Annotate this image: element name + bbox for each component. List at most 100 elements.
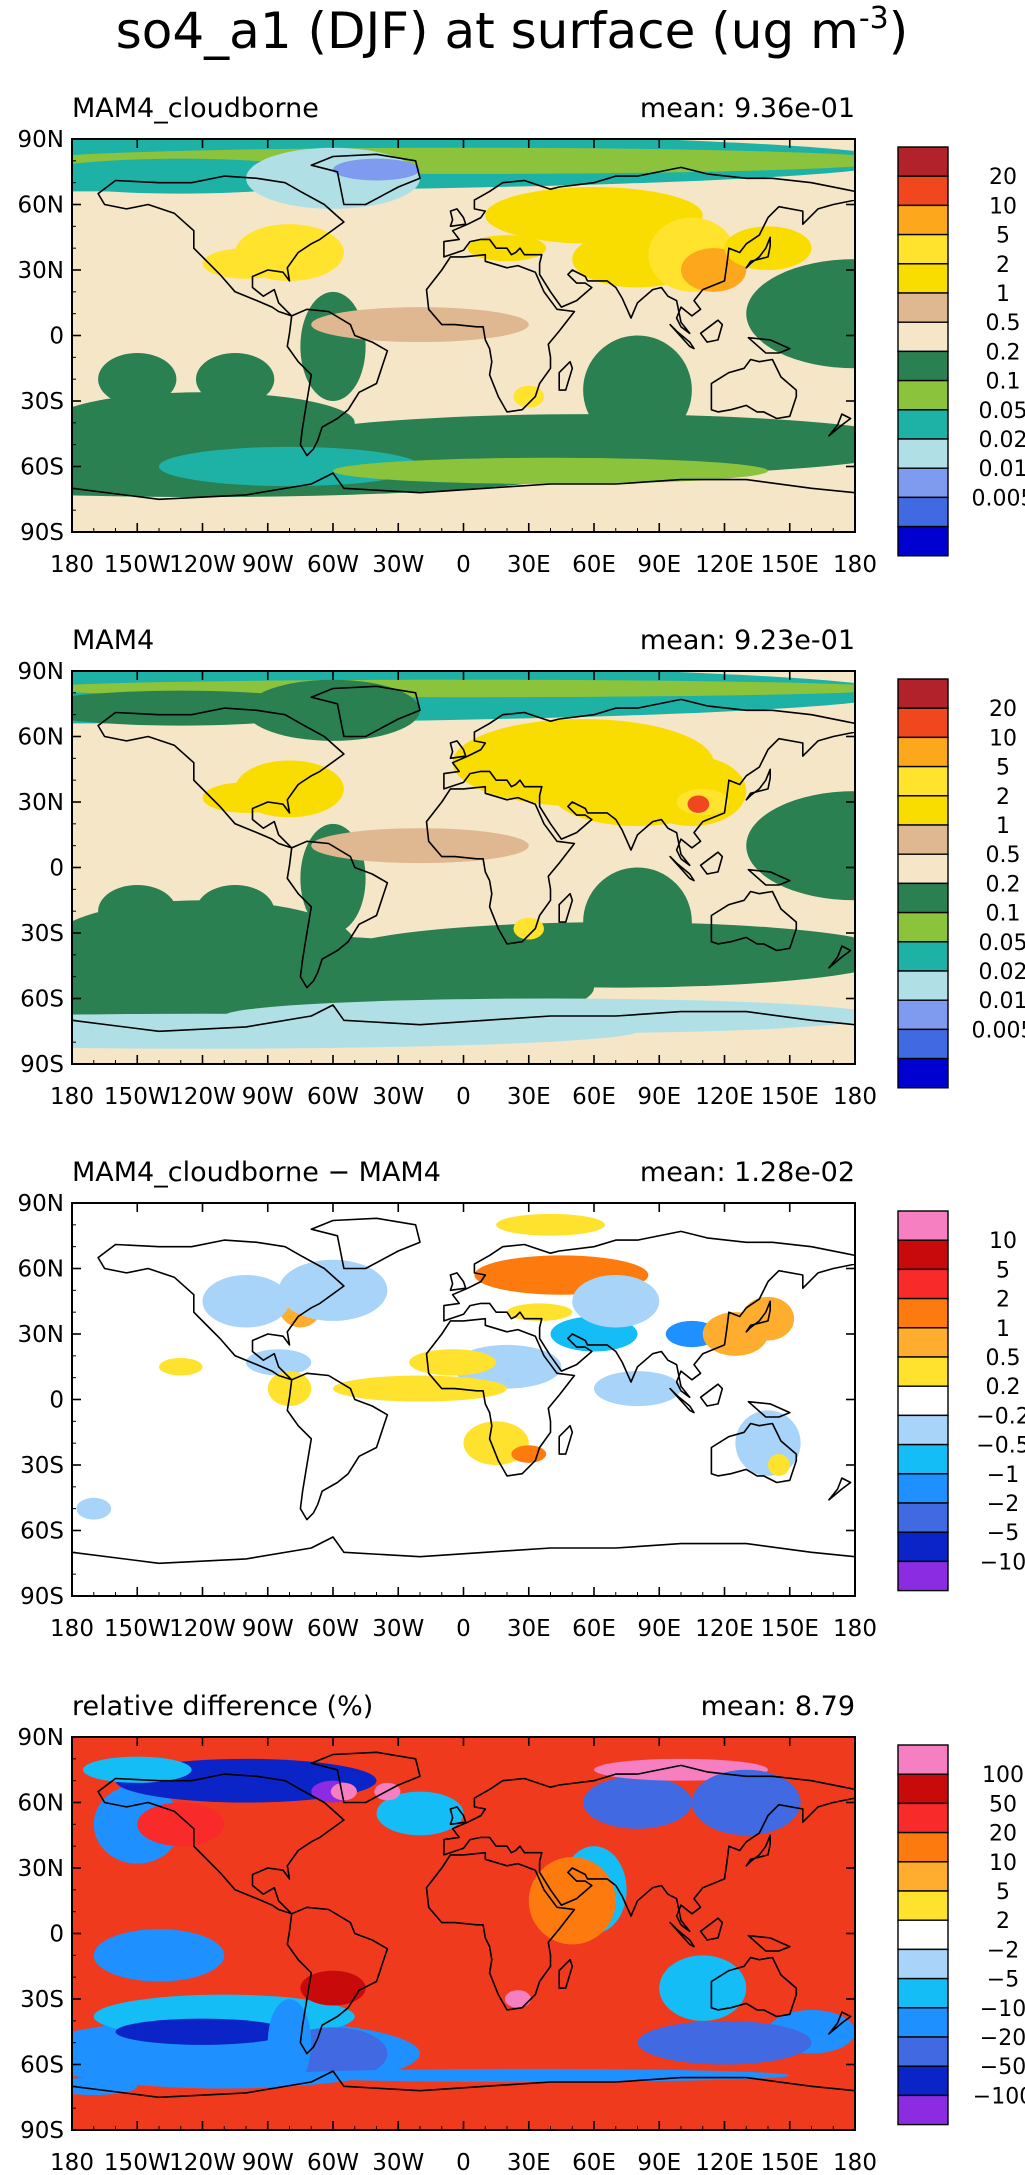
coastline	[747, 336, 791, 354]
contour-region	[409, 1349, 497, 1376]
panel-mean: mean: 8.79	[701, 1691, 855, 1722]
contour-region	[115, 2018, 290, 2045]
coastline	[669, 855, 695, 882]
x-tick-label: 150W	[104, 1084, 171, 1110]
y-tick-label: 30S	[20, 1987, 64, 2013]
x-tick-label: 120E	[695, 2150, 753, 2175]
x-tick-label: 90W	[242, 1616, 294, 1642]
colorbar-box	[897, 999, 949, 1031]
contour-region	[137, 1802, 225, 1847]
x-tick-label: 150W	[104, 1616, 171, 1642]
coastline	[72, 472, 855, 532]
contour-region	[496, 1213, 605, 1236]
coastline	[710, 1956, 798, 2018]
contour-region	[195, 352, 275, 406]
colorbar-box	[897, 2007, 949, 2038]
x-tick-label: 30E	[507, 552, 551, 578]
x-tick-label: 60E	[572, 552, 616, 578]
y-tick-label: 90N	[18, 659, 64, 685]
x-tick-label: 120E	[695, 1084, 753, 1110]
x-tick-label: 60W	[307, 2150, 359, 2175]
coastline	[710, 1422, 798, 1484]
colorbar-label: 0.02	[979, 428, 1025, 453]
colorbar-label: 10	[989, 194, 1017, 219]
x-tick-label: 30E	[507, 1616, 551, 1642]
coastline	[286, 308, 389, 457]
coastline	[425, 785, 576, 945]
coastline	[310, 1751, 421, 1804]
colorbar-box	[897, 1028, 949, 1060]
colorbar-label: −5	[987, 1968, 1019, 1993]
contour-region	[300, 1970, 366, 2006]
colorbar-box	[897, 795, 949, 826]
y-tick-label: 60N	[18, 1257, 64, 1283]
coastline	[449, 1272, 467, 1292]
y-tick-label: 60S	[20, 1519, 64, 1545]
coastline	[449, 740, 467, 760]
contour-region	[637, 2020, 812, 2065]
colorbar-label: 0.01	[979, 457, 1025, 482]
coastline	[310, 153, 421, 206]
contour-region	[311, 828, 529, 864]
contour-region	[681, 248, 747, 292]
contour-region	[267, 414, 855, 476]
coastline	[97, 1239, 345, 1381]
panel-title: MAM4	[72, 625, 154, 656]
contour-region	[202, 1275, 290, 1328]
colorbar-label: −10	[980, 1550, 1025, 1575]
colorbar-label: 5	[996, 756, 1010, 781]
x-tick-label: 0	[456, 1084, 471, 1110]
y-tick-label: 30S	[20, 1453, 64, 1479]
colorbar: 10 5 2 1 0.5 0.2 −0.2 −0.5 −1 −2 −5 −10	[897, 1210, 1025, 1592]
panel-mean: mean: 1.28e-02	[640, 1157, 855, 1188]
coastline	[558, 1958, 574, 1989]
coastline	[710, 890, 798, 952]
coastline	[558, 892, 574, 923]
colorbar-label: −1	[987, 1463, 1019, 1488]
colorbar-box	[897, 1297, 949, 1329]
colorbar-box	[897, 678, 949, 709]
x-tick-label: 60E	[572, 1616, 616, 1642]
colorbar-box	[897, 409, 949, 440]
colorbar-box	[897, 438, 949, 469]
contour-region	[278, 1259, 388, 1321]
coastlines	[72, 1751, 855, 2130]
y-tick-label: 0	[49, 856, 64, 882]
x-tick-label: 90W	[242, 1084, 294, 1110]
contour-region	[511, 1445, 547, 1463]
colorbar-box	[897, 1414, 949, 1446]
panel-mean: mean: 9.23e-01	[640, 625, 855, 656]
contour-region	[267, 1371, 312, 1407]
colorbar-label: 0.1	[986, 370, 1021, 395]
coastline	[310, 685, 421, 738]
coastlines	[72, 153, 855, 532]
colorbar-label: 0.2	[986, 872, 1021, 897]
colorbar-label: 2	[996, 253, 1010, 278]
x-tick-label: 180	[50, 1616, 94, 1642]
coastlines	[72, 685, 855, 1064]
colorbar-box	[897, 911, 949, 943]
coastline	[745, 1300, 772, 1333]
colorbar-label: −50	[980, 2055, 1025, 2080]
contour-region	[202, 248, 290, 279]
colorbar-box	[897, 1802, 949, 1834]
figure-title-text: so4_a1 (DJF) at surface (ug m	[116, 2, 859, 60]
x-tick-label: 60E	[572, 1084, 616, 1110]
coastline	[558, 360, 574, 391]
coastline	[443, 1230, 855, 1399]
x-tick-label: 30W	[372, 552, 424, 578]
colorbar: 100 50 20 10 5 2 −2 −5 −10 −20 −50 −100	[897, 1744, 1025, 2126]
coastline	[699, 1917, 724, 1941]
x-tick-label: 150E	[761, 2150, 819, 2175]
colorbar-box	[897, 1919, 949, 1951]
colorbar: 20 10 5 2 1 0.5 0.2 0.1 0.05 0.02 0.01 0.005	[897, 146, 1025, 557]
colorbar-label: −5	[987, 1521, 1019, 1546]
x-tick-label: 120E	[695, 552, 753, 578]
coastline	[828, 413, 852, 437]
colorbar-box	[897, 379, 949, 411]
x-tick-label: 60W	[307, 1616, 359, 1642]
contour-region	[93, 1929, 225, 1982]
x-tick-label: 90W	[242, 552, 294, 578]
colorbar-box	[897, 1239, 949, 1271]
